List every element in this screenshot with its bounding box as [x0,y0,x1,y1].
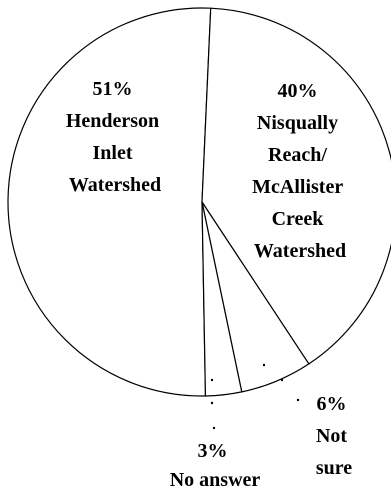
slice-percent: 51% [93,78,133,100]
slice-percent: 40% [278,80,318,102]
slice-percent: 3% [198,440,228,462]
leader-dots [210,363,300,430]
slice-label-henderson: 51% Henderson Inlet Watershed [66,78,164,196]
slice-henderson [7,7,212,397]
slice-no-answer [201,201,243,397]
slice-label-no-answer: 3% No answer [170,440,261,491]
slice-label-nisqually: 40% Nisqually Reach/ McAllister Creek Wa… [252,80,348,262]
slice-percent: 6% [317,393,347,415]
slice-nisqually [201,7,391,365]
pie-slices [7,7,391,397]
slice-label-not-sure: 6% Not sure [316,393,352,479]
